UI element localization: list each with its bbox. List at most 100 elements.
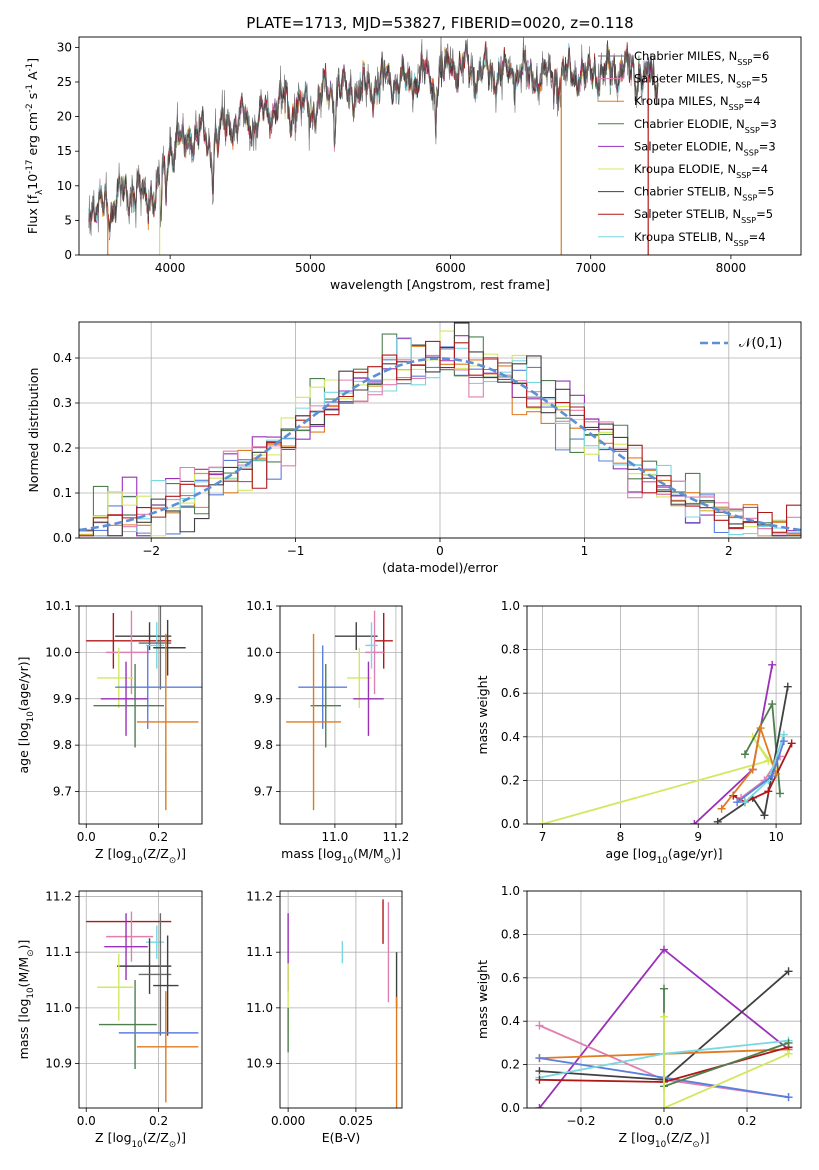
chart-spectrum: 4000 5000 6000 7000 8000 0 5 10 15 20 25 30 waveleng… (25, 36, 802, 292)
weight-marker (717, 804, 726, 813)
weight-marker (733, 798, 742, 807)
y-tick-label: 15 (57, 144, 72, 158)
axes-frame (279, 890, 403, 1109)
x-tick-label: 4000 (155, 261, 186, 275)
plot-area (287, 899, 398, 1108)
weight-marker (535, 1021, 544, 1030)
y-axis-label: age [log10(age/yr)] (16, 656, 36, 773)
y-tick-label: 0.4 (501, 1014, 520, 1028)
weight-marker (768, 772, 777, 781)
y-tick-label: 0.0 (53, 531, 72, 545)
y-tick-label: 0.2 (53, 441, 72, 455)
weight-marker (740, 750, 749, 759)
legend-label: Kroupa MILES, NSSP=4 (634, 94, 761, 112)
weight-marker (784, 1049, 793, 1058)
y-tick-label: 30 (57, 40, 72, 54)
spectrum-line-salpeter_stelib (88, 41, 659, 231)
y-tick-label: 11.0 (45, 1001, 72, 1015)
y-tick-label: 10.1 (45, 599, 72, 613)
weight-marker (740, 798, 749, 807)
y-tick-label: 10.1 (246, 599, 273, 613)
axes-frame (78, 605, 203, 825)
x-tick-label: 7 (539, 830, 547, 844)
weight-marker (748, 765, 757, 774)
x-axis-label: Z [log10(Z/Z⊙)] (95, 1130, 186, 1150)
x-axis-label: E(B-V) (322, 1130, 361, 1145)
x-tick-label: 11.0 (322, 830, 349, 844)
x-tick-label: 0.0 (77, 1114, 96, 1128)
y-tick-label: 0.8 (501, 643, 520, 657)
weight-marker (784, 1093, 793, 1102)
x-tick-label: 0.0 (654, 1114, 673, 1128)
y-axis-label: mass weight (475, 960, 490, 1039)
axes-frame (279, 605, 403, 825)
y-tick-label: 0 (64, 248, 72, 262)
x-tick-label: −1 (287, 544, 305, 558)
weight-marker (690, 820, 699, 824)
x-tick-label: 8000 (716, 261, 747, 275)
weight-marker (713, 817, 722, 824)
weight-line-chabrier_stelib (717, 686, 789, 823)
spectrum-line-chabrier_stelib (88, 41, 659, 233)
y-tick-label: 10.9 (246, 1056, 273, 1070)
x-tick-label: 0 (436, 544, 444, 558)
chart-age_vs_Z: 0.0 0.2 9.7 9.8 9.9 10.0 10.1 Z [log10(Z/Z⊙)] ag… (16, 599, 203, 866)
weight-marker (535, 1054, 544, 1063)
weight-marker (764, 787, 773, 796)
y-axis-label: mass weight (475, 675, 490, 754)
x-tick-label: 1 (581, 544, 589, 558)
y-tick-label: 10 (57, 179, 72, 193)
axes-frame (78, 36, 802, 256)
y-tick-label: 10.0 (45, 645, 72, 659)
plot-area (86, 606, 202, 811)
legend-label: Salpeter ELODIE, NSSP=3 (634, 139, 776, 157)
weight-marker (760, 811, 769, 820)
weight-line-kroupa_miles (720, 724, 777, 810)
figure-title: PLATE=1713, MJD=53827, FIBERID=0020, z=0… (246, 14, 633, 32)
y-tick-label: 0.2 (501, 1058, 520, 1072)
gaussian-curve (79, 357, 801, 532)
x-axis-label: wavelength [Angstrom, rest frame] (330, 277, 550, 292)
chart-weight_vs_Z: −0.2 0.0 0.2 0.0 0.2 0.4 0.6 0.8 1.0 Z [log10(Z/Z… (475, 884, 802, 1150)
y-tick-label: 0.4 (501, 730, 520, 744)
legend: Chabrier MILES, NSSP=6 Salpeter MILES, NS… (598, 49, 777, 247)
weight-marker (660, 1104, 668, 1108)
weight-marker (660, 945, 668, 954)
chart-residuals: −2 −1 0 1 2 0.0 0.1 0.2 0.3 0.4 (data-model)/error… (26, 321, 802, 575)
legend-label: Chabrier STELIB, NSSP=5 (634, 185, 774, 203)
y-axis-label: Flux [fλ10-17 erg cm-2 s-1 A-1] (25, 58, 45, 234)
weight-line-salpeter_stelib (732, 742, 793, 804)
weight-marker (768, 660, 777, 669)
x-axis-label: Z [log10(Z/Z⊙)] (95, 846, 186, 866)
plot-area (79, 322, 801, 537)
plot-area (286, 610, 393, 811)
spectrum-line-chabrier_miles (88, 37, 659, 236)
x-tick-label: 0.0 (77, 830, 96, 844)
plot-area (535, 945, 793, 1108)
weight-marker (535, 1075, 544, 1084)
y-tick-label: 25 (57, 75, 72, 89)
plot-area (538, 660, 796, 824)
legend-label: 𝒩(0,1) (739, 336, 782, 351)
weight-marker (538, 820, 547, 824)
y-axis-label: mass [log10(M/M⊙)] (16, 940, 36, 1060)
chart-mass_vs_Z: 0.0 0.2 10.9 11.0 11.1 11.2 Z [log10(Z/Z⊙)] mas… (16, 890, 203, 1150)
y-tick-label: 10.9 (45, 1056, 72, 1070)
y-tick-label: 0.1 (53, 486, 72, 500)
x-tick-label: 0.2 (149, 1114, 168, 1128)
y-axis-label: Normed distribution (26, 368, 41, 493)
y-tick-label: 9.8 (254, 738, 273, 752)
chart-mass_vs_ebv: 0.000 0.025 10.9 11.0 11.1 11.2 E(B-V) (246, 890, 403, 1145)
weight-line-kroupa_elodie (542, 736, 777, 824)
y-tick-label: 9.7 (254, 785, 273, 799)
legend: 𝒩(0,1) (700, 336, 782, 351)
y-tick-label: 9.8 (53, 738, 72, 752)
y-tick-label: 20 (57, 110, 72, 124)
legend-label: Chabrier MILES, NSSP=6 (634, 49, 769, 67)
x-tick-label: 0.2 (737, 1114, 756, 1128)
weight-line-kroupa_elodie (663, 1016, 789, 1108)
y-tick-label: 10.0 (246, 645, 273, 659)
y-tick-label: 0.4 (53, 351, 72, 365)
y-tick-label: 0.6 (501, 686, 520, 700)
